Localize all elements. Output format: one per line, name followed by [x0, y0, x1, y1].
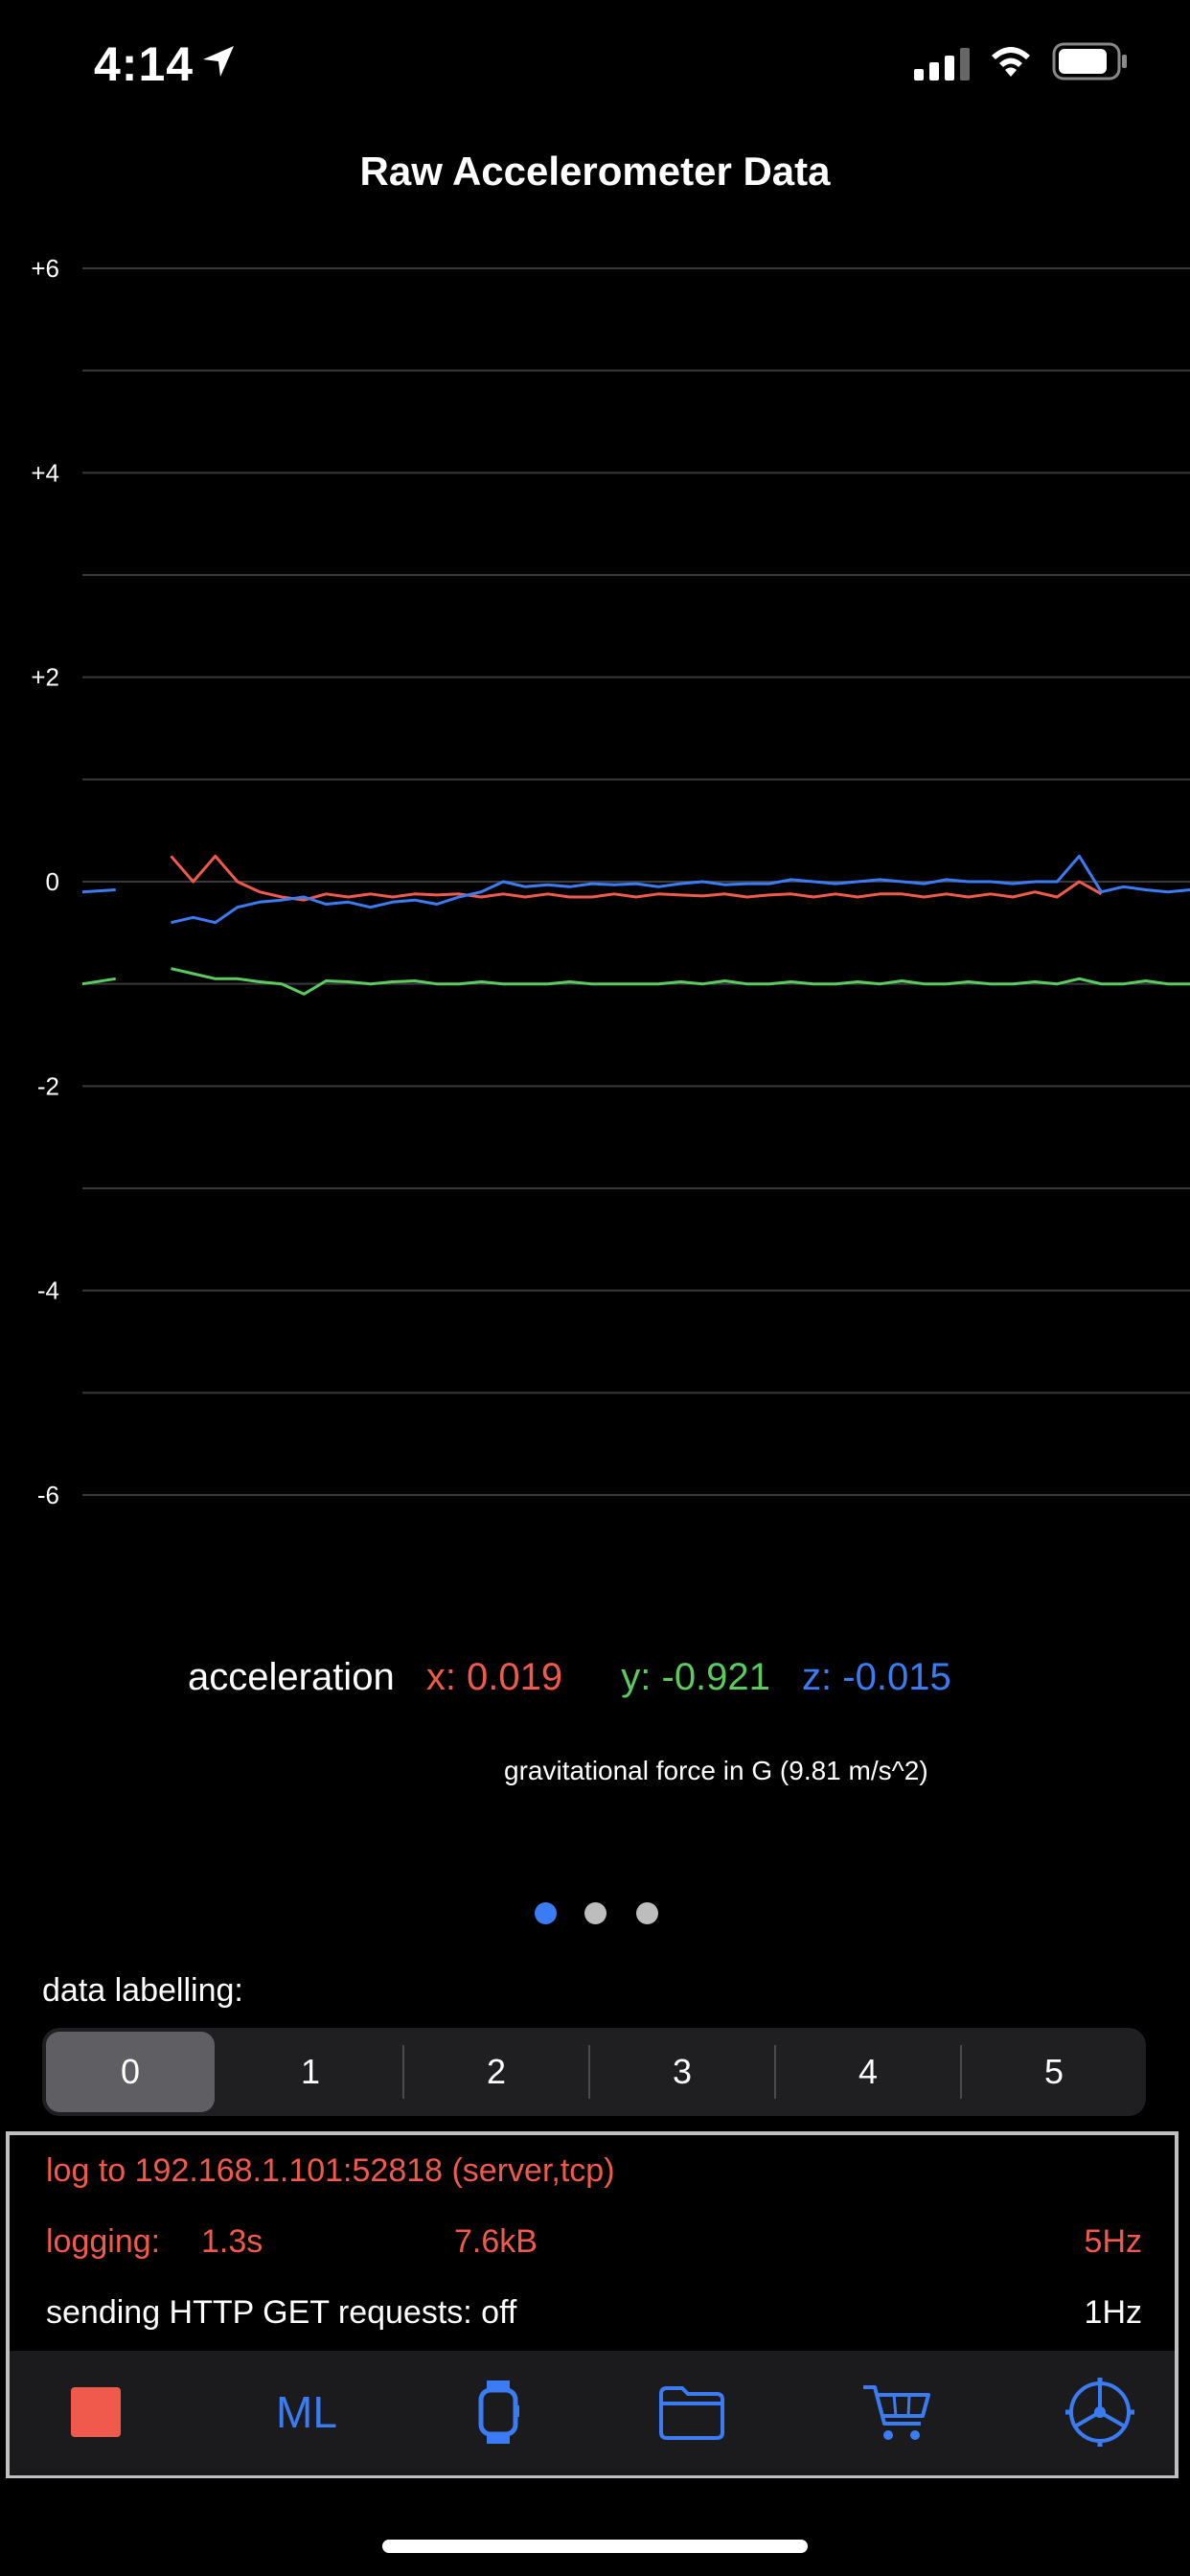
logging-label: logging:: [46, 2223, 161, 2260]
log-target[interactable]: log to 192.168.1.101:52818 (server,tcp): [46, 2152, 615, 2189]
y-tick-label: -4: [37, 1276, 59, 1305]
acceleration-readout: acceleration x: 0.019 y: -0.921 z: -0.01…: [188, 1656, 973, 1699]
folder-icon: [659, 2386, 724, 2440]
label-segment-0[interactable]: 0: [46, 2032, 215, 2112]
store-tab[interactable]: [858, 2374, 935, 2450]
status-time: 4:14: [94, 37, 195, 91]
segment-divider: [588, 2045, 590, 2099]
home-indicator[interactable]: [382, 2540, 808, 2553]
ml-tab-label: ML: [276, 2387, 337, 2437]
location-arrow-icon: [203, 46, 234, 77]
page-title: Raw Accelerometer Data: [359, 149, 831, 194]
cart-icon: [863, 2385, 930, 2440]
page-dot-2[interactable]: [584, 1902, 606, 1924]
logging-duration: 1.3s: [201, 2223, 263, 2260]
label-segmented-control[interactable]: 0 1 2 3 4 5: [42, 2028, 1146, 2116]
page-dot-1[interactable]: [535, 1902, 557, 1924]
tab-bar: ML: [10, 2351, 1175, 2475]
settings-tab[interactable]: [1062, 2374, 1138, 2450]
stop-icon: [71, 2387, 121, 2437]
label-segment-4[interactable]: 4: [858, 2052, 879, 2091]
readout-y: y: -0.921: [621, 1656, 770, 1698]
watch-icon: [478, 2380, 519, 2444]
label-segment-2[interactable]: 2: [486, 2052, 507, 2091]
accelerometer-chart: +6 +4 +2 0 -2 -4 -6: [31, 254, 1190, 1509]
y-tick-label: -2: [37, 1071, 59, 1100]
y-tick-label: 0: [46, 867, 59, 896]
y-tick-label: +2: [31, 663, 59, 692]
y-tick-label: +6: [31, 254, 59, 283]
cellular-signal-icon: [914, 48, 970, 80]
label-segment-1[interactable]: 1: [300, 2052, 321, 2091]
readout-caption: gravitational force in G (9.81 m/s^2): [504, 1756, 928, 1785]
stop-recording-button[interactable]: [57, 2374, 134, 2450]
segment-divider: [402, 2045, 404, 2099]
watch-tab[interactable]: [460, 2374, 537, 2450]
files-tab[interactable]: [653, 2374, 730, 2450]
y-tick-label: -6: [37, 1481, 59, 1509]
segment-divider: [774, 2045, 776, 2099]
label-segment-3[interactable]: 3: [672, 2052, 693, 2091]
http-status: sending HTTP GET requests: off: [46, 2294, 517, 2331]
readout-z: z: -0.015: [802, 1656, 951, 1698]
series-line-x: [170, 854, 1103, 902]
logging-size: 7.6kB: [454, 2223, 538, 2260]
battery-icon: [1052, 42, 1127, 80]
ml-tab[interactable]: ML: [254, 2374, 359, 2450]
label-segment-5[interactable]: 5: [1043, 2052, 1064, 2091]
settings-wheel-icon: [1065, 2378, 1134, 2447]
segment-divider: [960, 2045, 962, 2099]
wifi-icon: [992, 47, 1030, 77]
readout-label: acceleration: [188, 1656, 395, 1698]
logging-rate: 5Hz: [1084, 2223, 1142, 2260]
http-rate: 1Hz: [1084, 2294, 1142, 2331]
series-line-z: [81, 854, 1190, 925]
readout-x: x: 0.019: [425, 1656, 563, 1698]
data-labelling-heading: data labelling:: [42, 1972, 243, 2009]
y-tick-label: +4: [31, 458, 59, 487]
series-line-y: [81, 967, 1190, 996]
page-dot-3[interactable]: [636, 1902, 658, 1924]
log-panel: log to 192.168.1.101:52818 (server,tcp) …: [6, 2131, 1179, 2478]
